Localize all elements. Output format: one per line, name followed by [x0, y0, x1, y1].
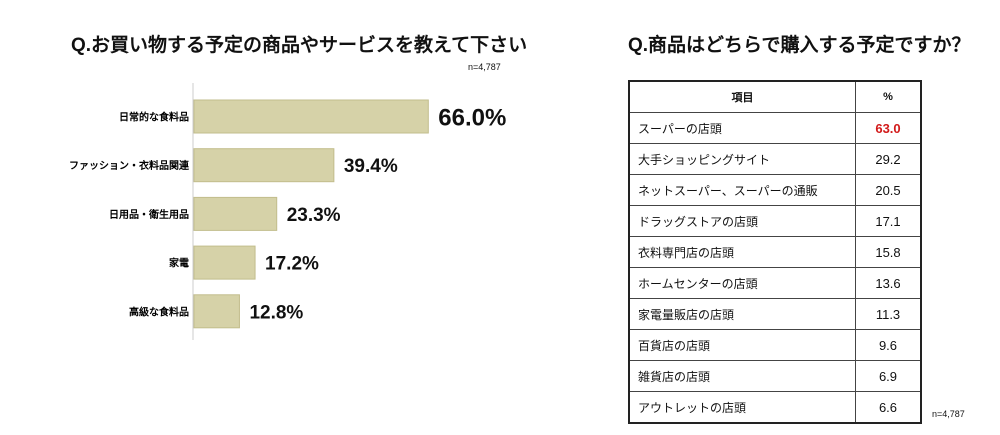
table-sample-size: n=4,787 — [932, 409, 965, 419]
row-percent: 6.9 — [855, 360, 922, 392]
row-percent: 15.8 — [855, 236, 922, 268]
table-header-row: 項目 % — [628, 80, 922, 113]
row-percent: 13.6 — [855, 267, 922, 299]
bar — [193, 148, 335, 183]
row-item: ドラッグストアの店頭 — [628, 205, 856, 237]
row-percent: 6.6 — [855, 391, 922, 424]
bar — [193, 196, 278, 231]
category-label: 家電 — [169, 257, 189, 270]
category-label: 日常的な食料品 — [119, 111, 189, 124]
bar — [193, 245, 256, 280]
bar-chart-title: Q.お買い物する予定の商品やサービスを教えて下さい — [71, 35, 528, 56]
data-label: 66.0% — [438, 105, 506, 132]
row-item: 雑貨店の店頭 — [628, 360, 856, 392]
table-row: スーパーの店頭 63.0 — [628, 112, 922, 144]
table-row: 家電量販店の店頭 11.3 — [628, 298, 922, 330]
data-label: 17.2% — [265, 254, 319, 275]
table-row: アウトレットの店頭 6.6 — [628, 391, 922, 424]
data-label: 23.3% — [287, 205, 341, 226]
row-percent: 20.5 — [855, 174, 922, 206]
store-table: 項目 % スーパーの店頭 63.0 大手ショッピングサイト 29.2 ネットスーパー、ス… — [628, 80, 922, 424]
table-title: Q.商品はどちらで購入する予定ですか？ — [628, 35, 971, 56]
table-row: ドラッグストアの店頭 17.1 — [628, 205, 922, 237]
row-percent: 63.0 — [855, 112, 922, 144]
category-label: 日用品・衛生用品 — [109, 208, 189, 221]
row-item: 大手ショッピングサイト — [628, 143, 856, 175]
category-label: 高級な食料品 — [129, 305, 189, 318]
row-item: 衣料専門店の店頭 — [628, 236, 856, 268]
row-item: 百貨店の店頭 — [628, 329, 856, 361]
table-row: 衣料専門店の店頭 15.8 — [628, 236, 922, 268]
header-percent: % — [855, 80, 922, 113]
row-item: ネットスーパー、スーパーの通販 — [628, 174, 856, 206]
bar — [193, 99, 429, 134]
bar-chart: 日常的な食料品 66.0% ファッション・衣料品関連 39.4% 日用品・衛生用品 23.… — [69, 83, 506, 340]
bar — [193, 294, 240, 329]
table-row: ネットスーパー、スーパーの通販 20.5 — [628, 174, 922, 206]
table-row: ホームセンターの店頭 13.6 — [628, 267, 922, 299]
row-percent: 9.6 — [855, 329, 922, 361]
row-percent: 29.2 — [855, 143, 922, 175]
row-item: アウトレットの店頭 — [628, 391, 856, 424]
data-label: 39.4% — [344, 156, 398, 177]
category-label: ファッション・衣料品関連 — [69, 159, 190, 172]
row-item: 家電量販店の店頭 — [628, 298, 856, 330]
row-percent: 17.1 — [855, 205, 922, 237]
row-item: スーパーの店頭 — [628, 112, 856, 144]
table-row: 百貨店の店頭 9.6 — [628, 329, 922, 361]
row-percent: 11.3 — [855, 298, 922, 330]
table-row: 大手ショッピングサイト 29.2 — [628, 143, 922, 175]
data-label: 12.8% — [249, 302, 303, 323]
bar-chart-sample-size: n=4,787 — [468, 62, 501, 72]
header-item: 項目 — [628, 80, 856, 113]
row-item: ホームセンターの店頭 — [628, 267, 856, 299]
table-row: 雑貨店の店頭 6.9 — [628, 360, 922, 392]
